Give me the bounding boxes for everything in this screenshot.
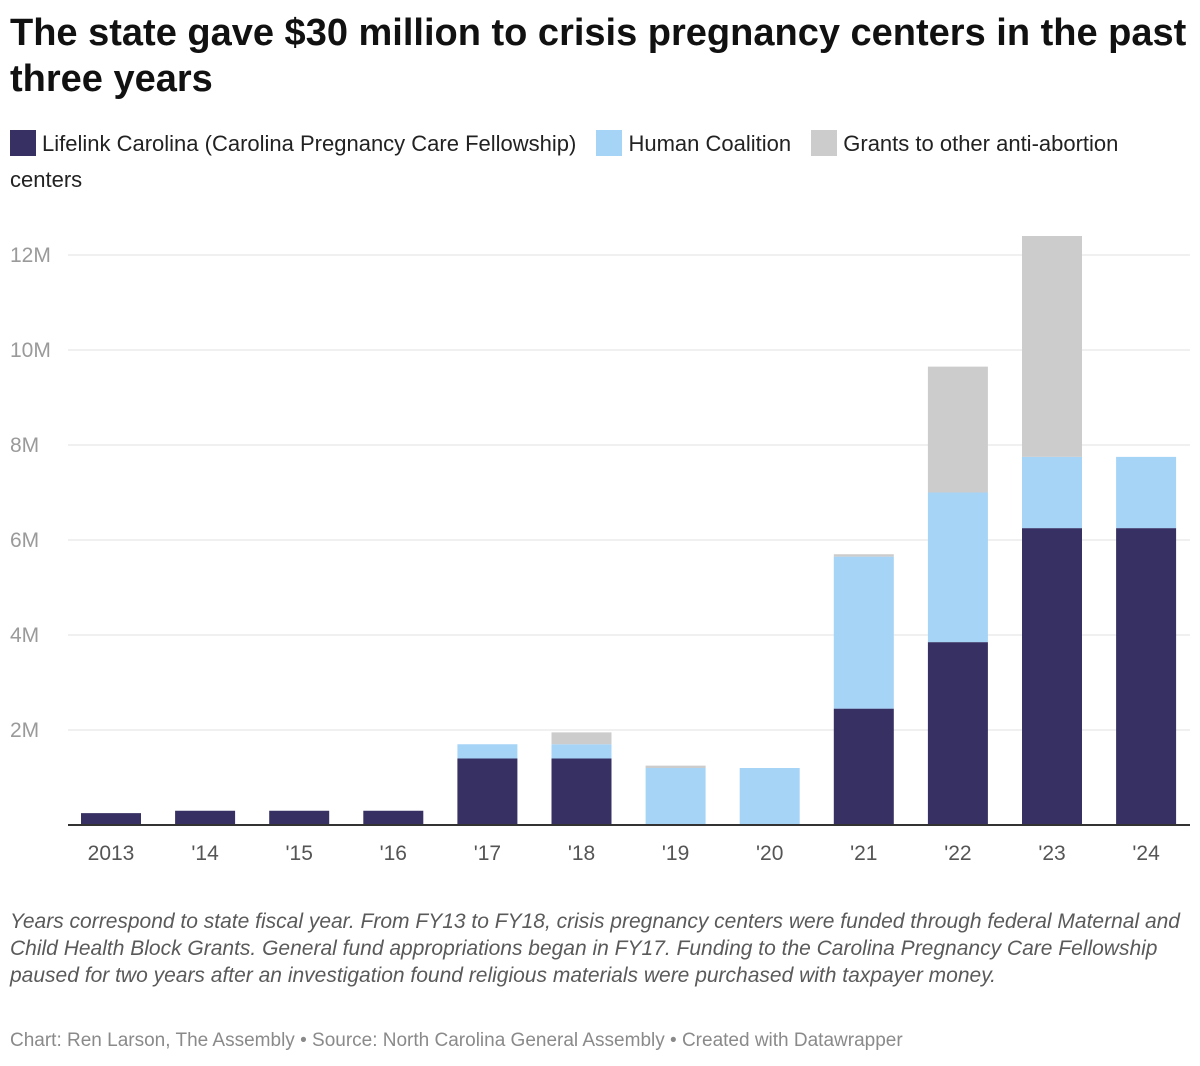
bar-segment-lifelink (269, 810, 330, 825)
bar-segment-other-grants (833, 554, 894, 557)
bar-segment-human-coalition (739, 768, 800, 825)
x-tick-label: '19 (662, 842, 689, 865)
y-tick-label: 2M (10, 719, 39, 742)
legend-label-human-coalition: Human Coalition (628, 131, 792, 156)
x-tick-label: '24 (1132, 842, 1160, 865)
stacked-bar-chart: 2M 4M 6M 8M 10M 12M 2013 '14 '15 '16 '17 '18 '19 '20 '… (10, 236, 1190, 865)
legend-item-other-grants: Grants to other anti-abortion centers (10, 130, 1119, 192)
bar-segment-human-coalition (551, 744, 612, 759)
legend-item-human-coalition: Human Coalition (596, 130, 797, 156)
bar-segment-lifelink (1022, 528, 1082, 825)
chart-footer: Chart: Ren Larson, The Assembly • Source… (10, 1029, 1190, 1053)
footer-credit: Chart: Ren Larson, The Assembly (10, 1030, 295, 1051)
chart-notes: Years correspond to state fiscal year. F… (10, 910, 1180, 987)
legend-swatch-human-coalition (596, 130, 623, 156)
bar-segment-lifelink (551, 758, 612, 825)
x-tick-label: '17 (474, 842, 501, 865)
bar-segment-other-grants (645, 765, 706, 768)
legend-swatch-lifelink (10, 130, 36, 156)
x-tick-label: '23 (1038, 842, 1065, 865)
x-tick-label: 2013 (88, 842, 135, 865)
bar-segment-human-coalition (1116, 456, 1177, 529)
x-tick-label: '14 (191, 842, 219, 865)
bar-segment-other-grants (1022, 236, 1082, 457)
legend-label-lifelink: Lifelink Carolina (Carolina Pregnancy Ca… (42, 131, 577, 156)
footer-source: Source: North Carolina General Assembly (312, 1030, 665, 1051)
x-tick-label: '22 (944, 842, 971, 865)
bar-segment-lifelink (833, 708, 894, 825)
y-tick-label: 12M (10, 244, 51, 267)
x-tick-label: '18 (568, 842, 595, 865)
legend-item-lifelink: Lifelink Carolina (Carolina Pregnancy Ca… (10, 130, 582, 156)
bar-segment-human-coalition (645, 768, 706, 825)
bar-segment-other-grants (551, 732, 612, 745)
bar-segment-human-coalition (1022, 456, 1082, 529)
bar-segment-human-coalition (833, 556, 894, 709)
x-tick-label: '20 (756, 842, 783, 865)
x-tick-label: '15 (286, 842, 313, 865)
x-tick-label: '16 (380, 842, 407, 865)
bar-segment-lifelink (363, 810, 424, 825)
legend-swatch-other-grants (811, 130, 838, 156)
legend-label-other-grants: Grants to other anti-abortion centers (10, 131, 1119, 192)
bar-segment-lifelink (1116, 528, 1177, 825)
bar-segment-lifelink (457, 758, 518, 825)
y-tick-label: 8M (10, 434, 39, 457)
bar-segment-human-coalition (927, 492, 988, 643)
bar-segment-other-grants (927, 366, 988, 493)
x-tick-label: '21 (850, 842, 877, 865)
bar-segment-human-coalition (457, 744, 518, 759)
bar-segment-lifelink (175, 810, 236, 825)
footer-separator: • (664, 1030, 682, 1051)
footer-separator: • (294, 1030, 313, 1051)
bar-segment-lifelink (81, 813, 141, 825)
y-tick-label: 4M (10, 624, 39, 647)
bar-segment-lifelink (927, 642, 988, 825)
chart-title: The state gave $30 million to crisis pre… (10, 12, 1187, 100)
y-tick-label: 6M (10, 529, 39, 552)
footer-created: Created with Datawrapper (681, 1030, 903, 1051)
y-tick-label: 10M (10, 339, 51, 362)
legend: Lifelink Carolina (Carolina Pregnancy Ca… (10, 126, 1195, 198)
